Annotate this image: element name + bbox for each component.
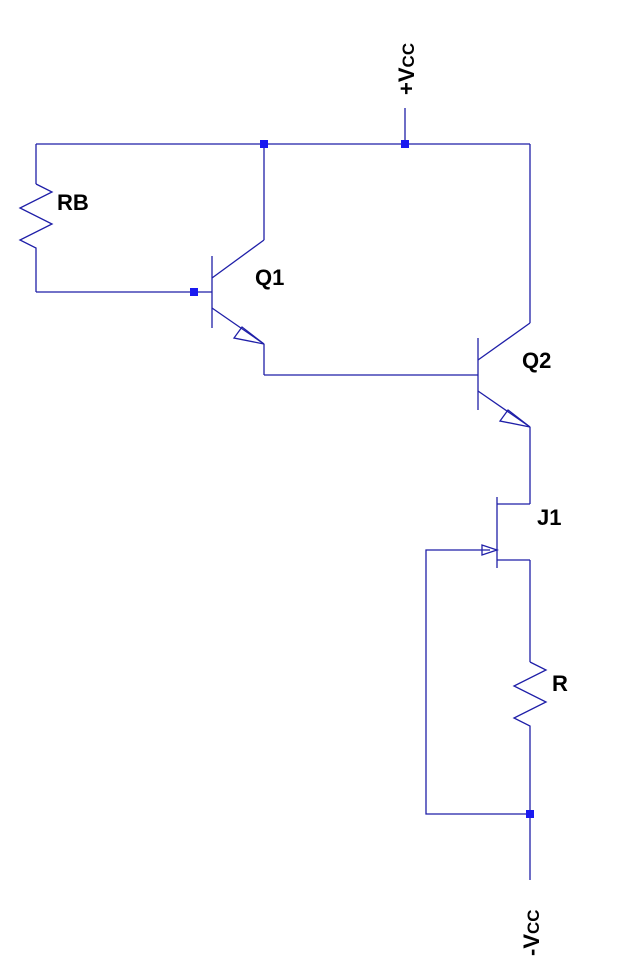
junction-dot-vcc-minus [526, 810, 534, 818]
vcc-positive-main: V [394, 67, 419, 82]
jfet-j1 [481, 497, 530, 568]
vcc-negative-sub: CC [524, 909, 543, 934]
junction-dot-vcc-plus [401, 140, 409, 148]
resistor-rb [18, 183, 54, 255]
label-vcc-positive: +VCC [394, 43, 419, 95]
vcc-negative-main: V [519, 934, 544, 949]
label-r: R [552, 671, 568, 696]
q1-collector-leg [211, 239, 265, 279]
resistor-r [512, 661, 548, 738]
junction-dot-q1-base [190, 288, 198, 296]
q2-collector-leg [477, 322, 531, 361]
q1-emitter-arrow [232, 326, 265, 345]
label-vcc-negative: -VCC [519, 909, 544, 956]
label-j1: J1 [537, 505, 561, 530]
transistor-q1 [211, 239, 265, 345]
transistor-q2 [477, 322, 531, 428]
label-rb: RB [57, 190, 89, 215]
q2-emitter-arrow [498, 409, 531, 428]
vcc-negative-sign: - [519, 949, 544, 956]
vcc-positive-sign: + [394, 82, 419, 95]
j1-gate-arrow [481, 544, 500, 556]
wire-j1-gate-loop [425, 549, 530, 815]
wires [35, 108, 531, 880]
junctions [190, 140, 534, 818]
label-q2: Q2 [522, 348, 551, 373]
label-q1: Q1 [255, 265, 284, 290]
vcc-positive-sub: CC [399, 43, 418, 68]
junction-dot-q1-collector [260, 140, 268, 148]
